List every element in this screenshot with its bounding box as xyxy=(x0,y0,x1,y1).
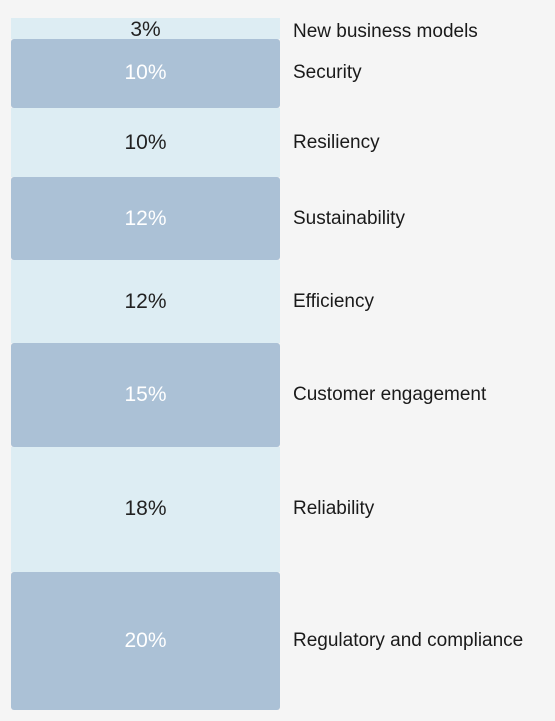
bar-segment-customer-engagement: 15% xyxy=(11,343,280,448)
bar-segment-security: 10% xyxy=(11,38,280,108)
bar-segment-regulatory-and-compliance: 20% xyxy=(11,571,280,710)
bar-segment-efficiency: 12% xyxy=(11,260,280,344)
category-label-efficiency: Efficiency xyxy=(293,290,374,312)
value-label-efficiency: 12% xyxy=(124,289,167,313)
value-label-reliability: 18% xyxy=(124,497,167,521)
value-label-security: 10% xyxy=(124,61,167,85)
value-label-new-business-models: 3% xyxy=(130,18,161,41)
bar-segment-sustainability: 12% xyxy=(11,177,280,261)
category-label-new-business-models: New business models xyxy=(293,21,478,42)
category-label-regulatory-and-compliance: Regulatory and compliance xyxy=(293,629,524,651)
bar-segment-new-business-models: 3% xyxy=(11,18,280,41)
bar-segment-reliability: 18% xyxy=(11,447,280,572)
bar-segment-resiliency: 10% xyxy=(11,107,280,178)
category-label-resiliency: Resiliency xyxy=(293,131,380,153)
category-label-sustainability: Sustainability xyxy=(293,207,405,229)
category-label-security: Security xyxy=(293,62,362,84)
category-label-customer-engagement: Customer engagement xyxy=(293,384,487,406)
value-label-regulatory-and-compliance: 20% xyxy=(124,628,167,652)
value-label-resiliency: 10% xyxy=(124,130,167,154)
category-label-reliability: Reliability xyxy=(293,498,375,520)
value-label-customer-engagement: 15% xyxy=(124,383,167,407)
value-label-sustainability: 12% xyxy=(124,206,167,230)
